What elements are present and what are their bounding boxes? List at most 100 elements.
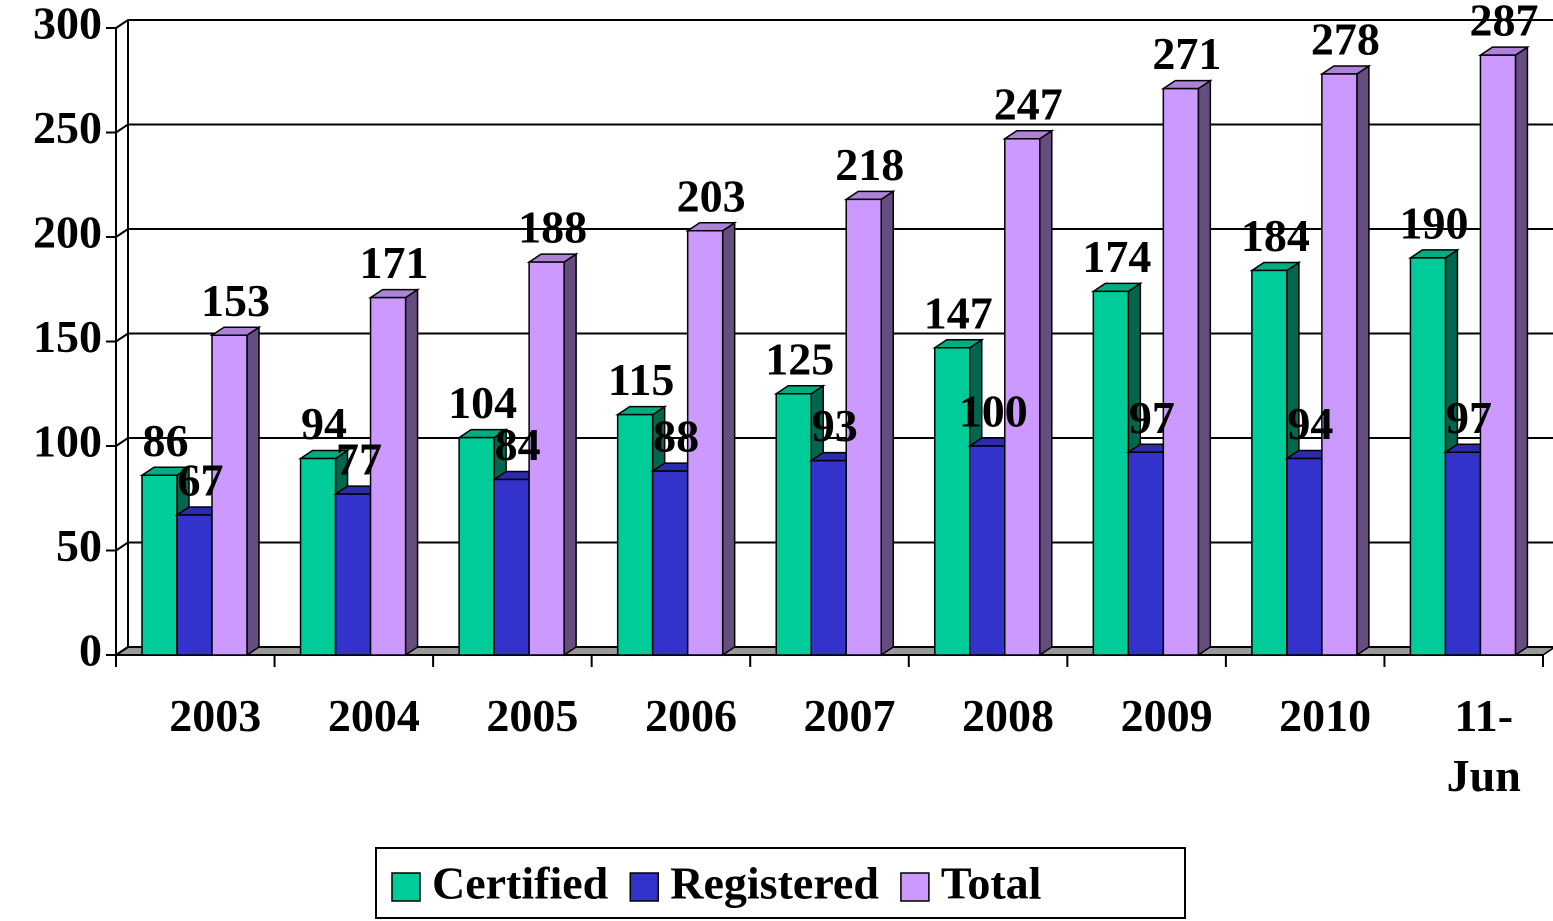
value-label: 153: [201, 275, 270, 326]
bar-side: [404, 288, 419, 657]
grid-line: [115, 437, 1553, 447]
value-label: 278: [1311, 14, 1380, 65]
grid-line: [115, 123, 1553, 134]
legend-swatch: [629, 872, 660, 902]
bar-front: [686, 229, 724, 656]
bar-side: [721, 221, 736, 657]
value-label: 84: [495, 419, 541, 470]
bar-side: [1039, 129, 1053, 657]
legend-swatch: [900, 872, 930, 902]
bar-front: [1092, 290, 1130, 656]
bar-front: [1162, 87, 1200, 656]
bar: [1160, 79, 1213, 657]
value-label: 94: [301, 398, 347, 449]
x-tick-label: 2003: [169, 690, 262, 741]
bar-front: [1321, 73, 1358, 656]
value-label: 174: [1082, 231, 1151, 282]
bar-front: [651, 470, 689, 656]
y-tick-label: 250: [33, 102, 102, 153]
x-tick-label: 2008: [962, 690, 1055, 741]
value-label: 188: [518, 202, 587, 253]
bar: [526, 252, 579, 657]
bar-front: [1286, 457, 1323, 656]
legend-box: [375, 847, 1186, 919]
value-label: 287: [1469, 0, 1538, 46]
value-label: 86: [143, 415, 189, 466]
y-tick-label: 50: [56, 520, 102, 571]
bar-front: [810, 459, 847, 656]
bar-front: [1127, 451, 1165, 656]
grid-line: [115, 228, 1553, 238]
value-label: 147: [924, 287, 993, 338]
x-tick-label: 2010: [1279, 690, 1372, 741]
bar: [843, 189, 896, 657]
value-label: 97: [1446, 392, 1492, 443]
bar-side: [246, 325, 260, 657]
grid-line: [115, 646, 1553, 656]
bar-front: [934, 347, 971, 656]
value-label: 94: [1287, 398, 1333, 449]
bar-front: [1251, 269, 1288, 656]
y-tick-label: 300: [33, 0, 102, 49]
y-tick-label: 200: [33, 207, 102, 258]
bar-front: [176, 514, 213, 656]
x-tick-label: 2007: [803, 690, 896, 741]
value-label: 171: [360, 237, 429, 288]
x-tick-label: 2004: [327, 690, 420, 741]
bar: [685, 221, 738, 657]
value-label: 125: [765, 333, 834, 384]
bar-front: [369, 296, 407, 656]
bar-side: [880, 189, 894, 657]
value-label: 115: [608, 354, 674, 405]
bar-front: [141, 474, 178, 656]
bar-front: [299, 457, 337, 656]
value-label: 271: [1152, 28, 1221, 79]
value-label: 93: [812, 400, 858, 451]
bar-side: [1197, 79, 1212, 657]
x-tick-label: 11-Jun: [1446, 690, 1521, 801]
y-tick-label: 0: [79, 625, 102, 676]
x-tick-label: 2005: [486, 690, 579, 741]
value-label: 97: [1129, 392, 1175, 443]
legend-label: Registered: [670, 858, 879, 909]
bar: [368, 288, 421, 657]
bar-front: [211, 334, 248, 656]
value-label: 88: [653, 411, 699, 462]
bar-front: [845, 198, 882, 656]
value-label: 77: [336, 434, 382, 485]
grid-line: [115, 541, 1553, 552]
y-tick-label: 150: [33, 311, 102, 362]
bar-front: [493, 478, 530, 656]
value-label: 218: [835, 139, 904, 190]
bar-front: [334, 493, 372, 656]
bar-side: [1514, 45, 1529, 657]
legend-swatch: [391, 872, 421, 902]
bar-front: [775, 393, 812, 656]
bar-front: [458, 436, 495, 656]
x-tick-label: 2006: [644, 690, 737, 741]
bar: [1002, 129, 1055, 657]
value-label: 184: [1241, 210, 1310, 261]
bar-side: [1356, 64, 1370, 657]
bar: [1477, 45, 1530, 657]
value-label: 104: [448, 377, 517, 428]
value-label: 247: [994, 78, 1063, 129]
value-label: 67: [178, 455, 224, 506]
legend-label: Certified: [432, 858, 609, 909]
bar: [1319, 64, 1372, 657]
bar-front: [969, 445, 1006, 656]
bar-side: [563, 252, 577, 657]
bar: [209, 325, 262, 657]
value-label: 100: [959, 386, 1028, 437]
x-tick-label: 2009: [1120, 690, 1213, 741]
value-label: 203: [677, 170, 746, 221]
y-tick-label: 100: [33, 416, 102, 467]
legend-label: Total: [941, 858, 1042, 909]
bar-front: [1409, 257, 1447, 656]
value-label: 190: [1399, 197, 1468, 248]
bar-front: [616, 413, 654, 656]
bar-front: [1479, 54, 1517, 656]
grid-line: [115, 332, 1553, 343]
